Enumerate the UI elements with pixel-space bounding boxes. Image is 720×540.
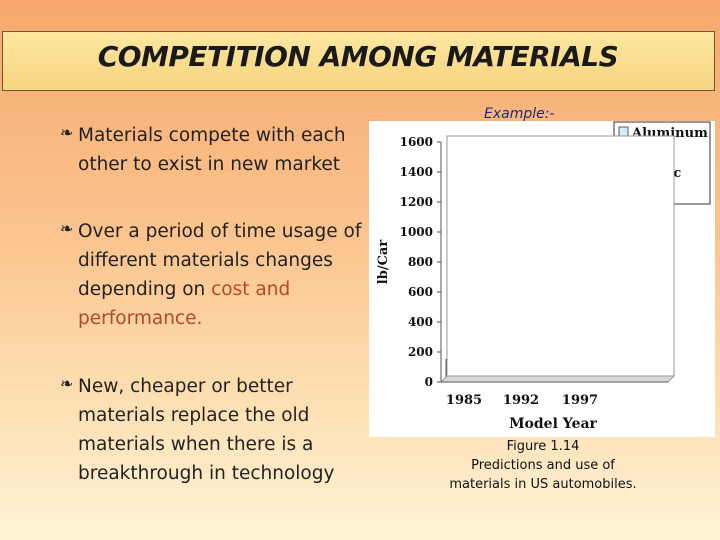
y-tick-label: 0	[425, 375, 433, 389]
bullet-3-line-2: materials replace the old	[78, 405, 310, 426]
x-axis-label: Model Year	[509, 416, 597, 432]
caption-line-2: Predictions and use of	[471, 458, 615, 473]
y-axis-label: lb/Car	[376, 240, 391, 285]
bullet-3-line-4: breakthrough in technology	[78, 463, 335, 484]
y-tick-label: 1200	[400, 195, 433, 209]
bullet-arrow-icon: ❧	[60, 123, 74, 142]
x-tick-label: 1985	[446, 393, 482, 408]
y-tick-label: 200	[408, 345, 433, 359]
y-tick-label: 800	[408, 255, 433, 269]
plot-back-wall	[446, 135, 675, 377]
y-tick-label: 1600	[400, 135, 433, 149]
bullet-arrow-icon: ❧	[60, 219, 74, 238]
x-axis-ticks: 1985 1992 1997	[446, 393, 598, 408]
y-tick-label: 1000	[400, 225, 433, 239]
bullet-1-line-2: other to exist in new market	[78, 154, 341, 175]
y-tick-label: 1400	[400, 165, 433, 179]
bullet-2-line-2: different materials changes	[78, 250, 333, 271]
bullet-2-line-3: depending on	[78, 279, 212, 300]
y-axis-ticks: 0 200 400 600 800 1000 1200 1400 1600	[400, 135, 441, 389]
caption-line-1: Figure 1.14	[506, 439, 580, 454]
bullet-2-line-1: Over a period of time usage of	[78, 221, 362, 242]
slide-title: COMPETITION AMONG MATERIALS	[97, 40, 619, 73]
bullet-1-line-1: Materials compete with each	[78, 125, 346, 146]
title-banner	[2, 31, 715, 91]
bullet-3-line-3: materials when there is a	[78, 434, 314, 455]
x-tick-label: 1992	[503, 393, 539, 408]
plot-floor	[439, 375, 676, 383]
bullet-2-highlight-2: performance.	[78, 308, 203, 329]
bullet-3-line-1: New, cheaper or better	[78, 376, 293, 397]
y-tick-label: 400	[408, 315, 433, 329]
bullet-arrow-icon: ❧	[60, 374, 74, 393]
figure-caption: Figure 1.14 Predictions and use of mater…	[432, 437, 654, 494]
example-label: Example:-	[484, 106, 555, 122]
y-tick-label: 600	[408, 285, 433, 299]
caption-line-3: materials in US automobiles.	[449, 477, 637, 492]
x-tick-label: 1997	[562, 393, 598, 408]
bullet-2-highlight-1: cost and	[211, 279, 291, 300]
chart-panel: 0 200 400 600 800 1000 1200 1400 1600 1985 1992 19…	[369, 121, 715, 437]
